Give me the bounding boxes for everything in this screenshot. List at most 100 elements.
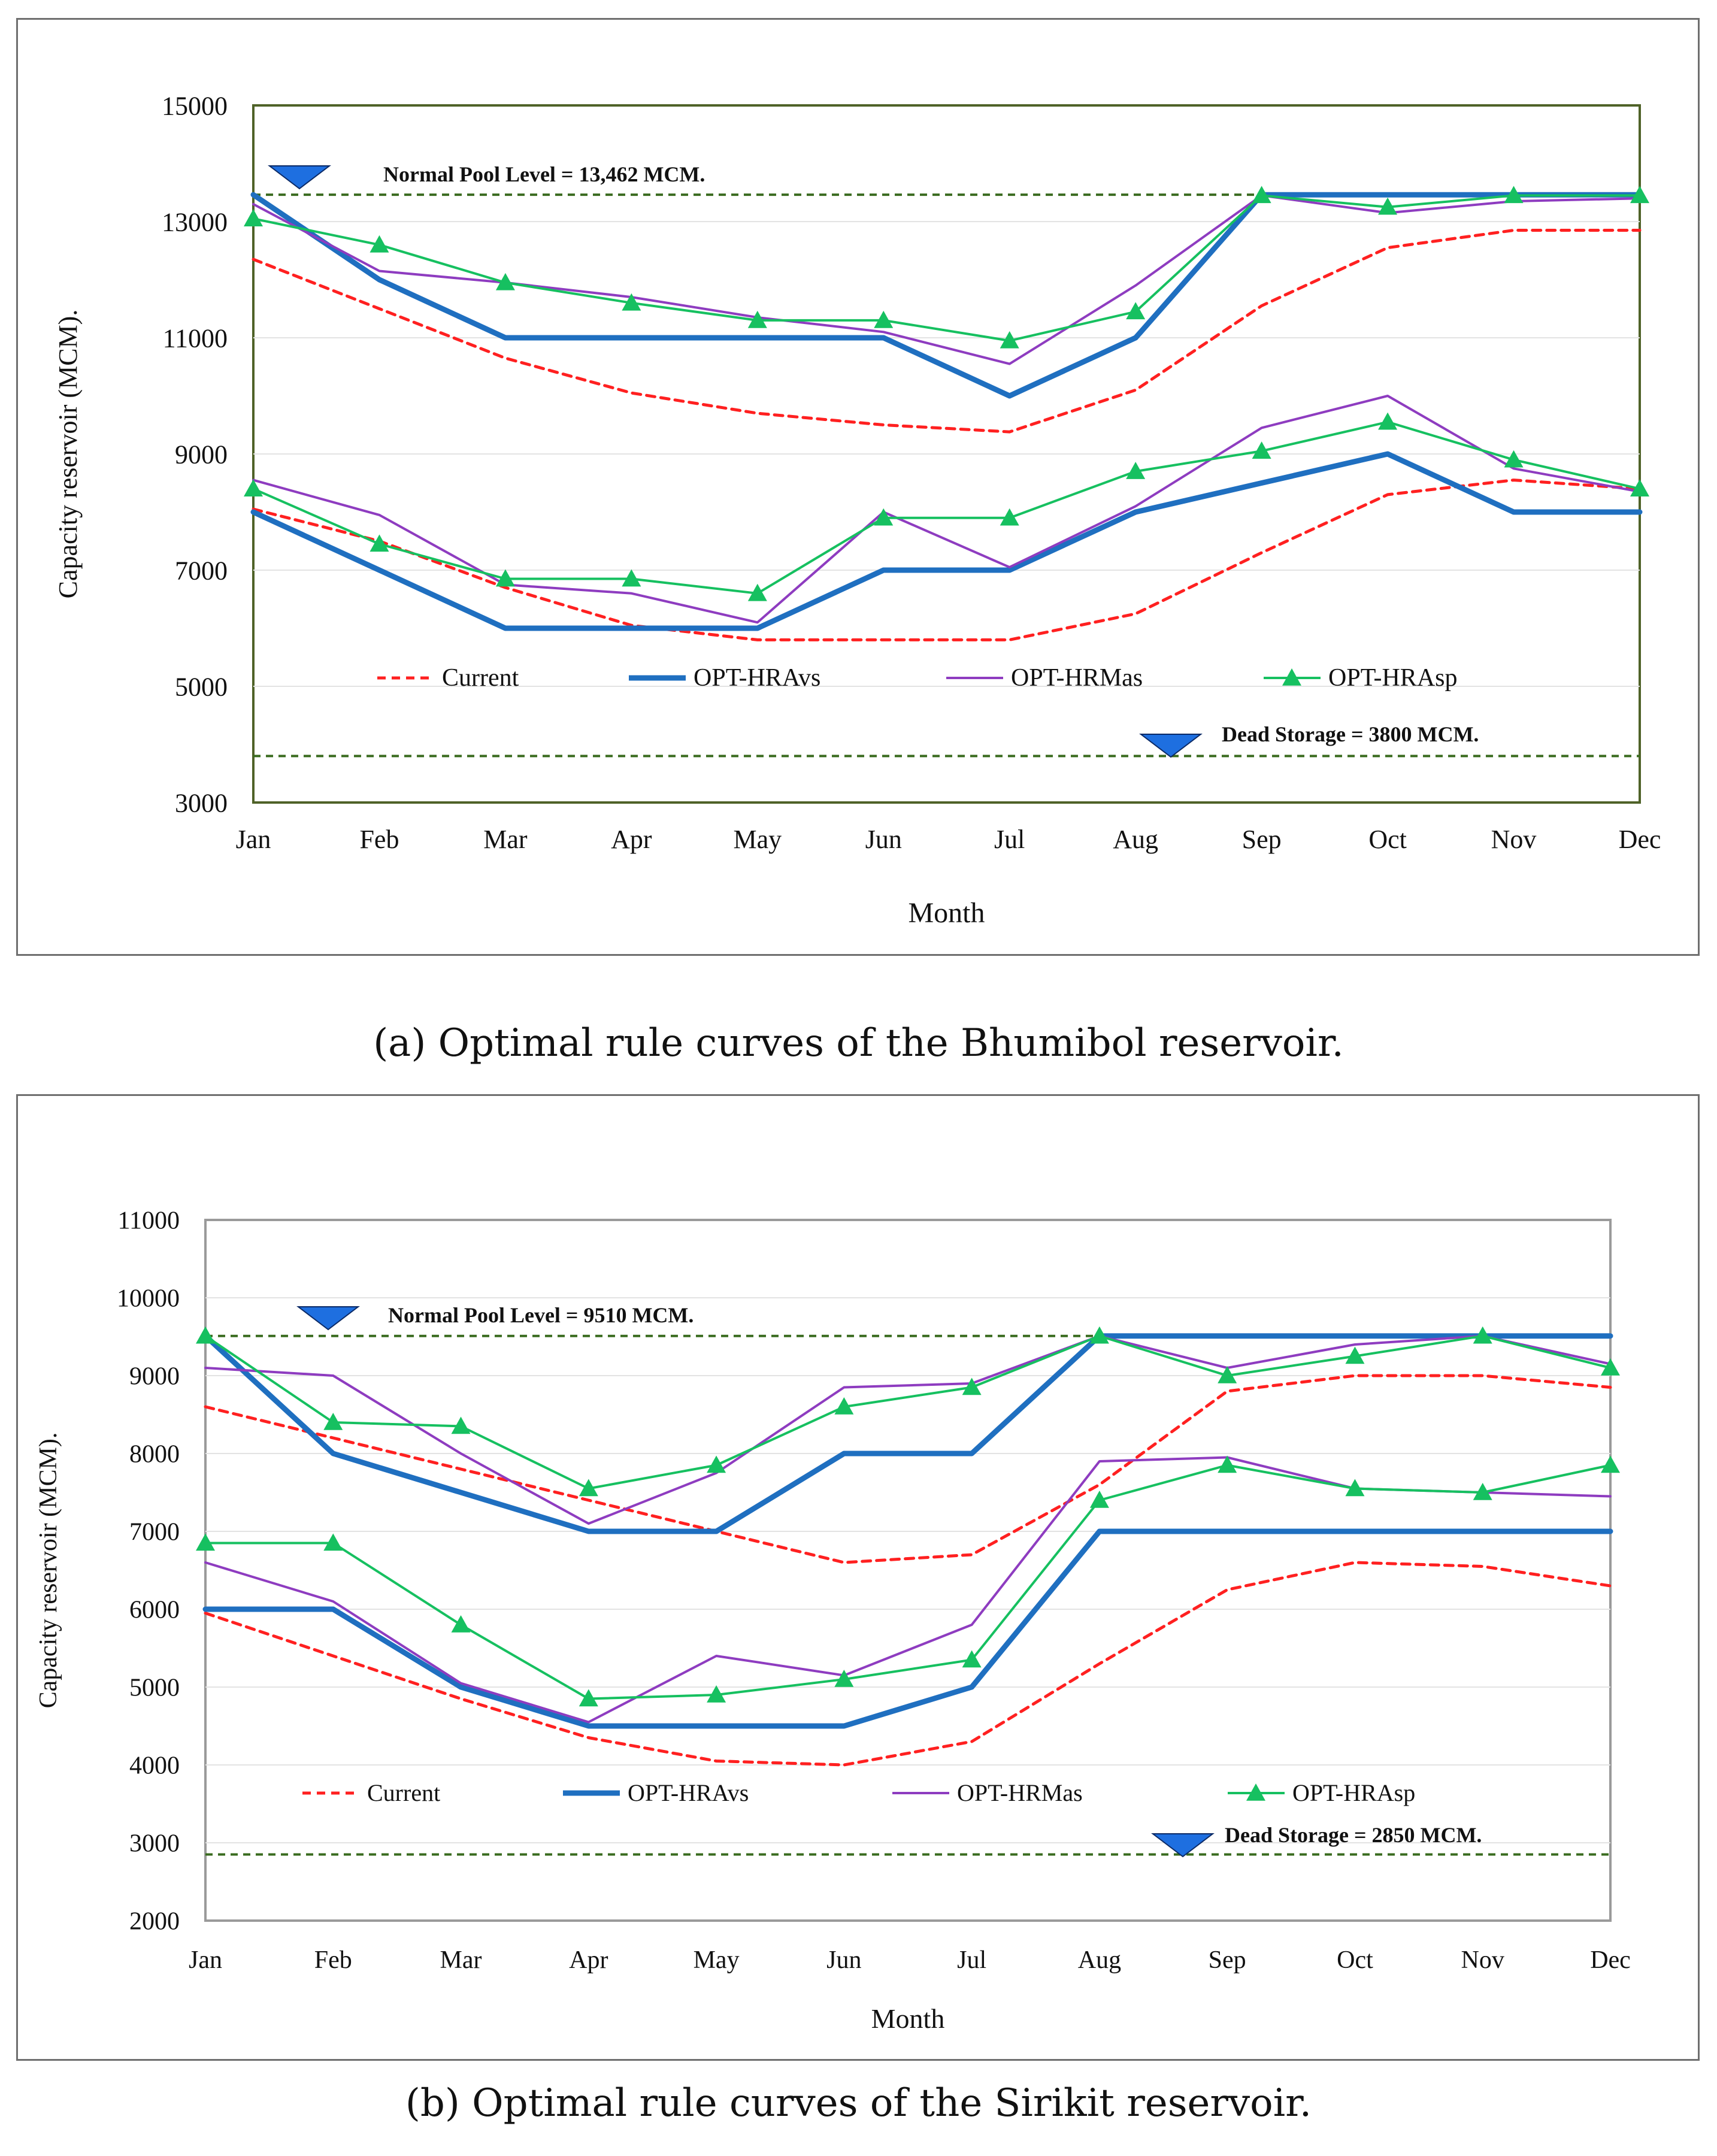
y-tick-label: 13000 [162, 207, 228, 237]
series-line-current-upper [204, 1374, 1612, 1564]
y-tick-label: 5000 [129, 1674, 180, 1702]
legend-marker-hrasp [1246, 1783, 1265, 1801]
y-tick-label: 4000 [129, 1752, 180, 1780]
x-tick-label: Feb [314, 1946, 352, 1974]
y-tick-label: 11000 [163, 323, 228, 353]
x-tick-label: Dec [1619, 825, 1661, 854]
y-tick-label: 15000 [162, 91, 228, 120]
data-point-hrasp-lower [495, 569, 515, 587]
series-line-current-upper [252, 229, 1642, 434]
data-point-hrasp-lower [1218, 1455, 1237, 1473]
x-tick-label: Jan [236, 825, 271, 854]
data-point-hrasp-upper [1504, 186, 1524, 204]
dead-storage-label: Dead Storage = 3800 MCM. [1222, 722, 1479, 746]
series-line-hravs-lower [202, 1528, 1613, 1729]
x-axis-title: Month [871, 2003, 945, 2034]
data-point-hrasp-lower [1504, 450, 1524, 468]
data-point-hrasp-lower [1000, 508, 1019, 526]
caption-sirikit: (b) Optimal rule curves of the Sirikit r… [405, 2081, 1312, 2125]
series-line-hrasp-lower [252, 420, 1641, 595]
data-point-hrasp-lower [1601, 1455, 1620, 1473]
data-point-hrasp-lower [962, 1650, 982, 1668]
series-line-hrasp-lower [204, 1464, 1612, 1700]
data-point-hrasp-upper [196, 1326, 215, 1344]
x-axis-title: Month [908, 897, 985, 929]
data-point-hrasp-lower [1378, 412, 1398, 430]
data-point-hrasp-upper [1089, 1326, 1109, 1344]
data-point-hrasp-lower [1089, 1491, 1109, 1508]
series-line-hravs-upper [250, 192, 1643, 399]
x-tick-label: Aug [1078, 1946, 1121, 1974]
data-point-hrasp-upper [747, 310, 767, 328]
data-point-hrasp-upper [244, 209, 263, 226]
series-line-current-lower [252, 479, 1642, 641]
data-point-hrasp-upper [962, 1377, 982, 1395]
data-point-hrasp-lower [451, 1615, 471, 1633]
y-tick-label: 7000 [129, 1519, 180, 1546]
series-line-hravs-upper [202, 1333, 1613, 1534]
y-axis-title: Capacity reservoir (MCM). [35, 1433, 62, 1709]
x-tick-label: Sep [1242, 825, 1282, 854]
x-tick-label: Nov [1461, 1946, 1504, 1974]
data-point-hrasp-upper [1000, 331, 1019, 349]
legend-label-hravs: OPT-HRAvs [694, 664, 820, 692]
legend-marker-hrasp [1282, 668, 1301, 686]
data-point-hrasp-lower [196, 1533, 215, 1551]
data-point-hrasp-upper [1630, 186, 1649, 204]
data-point-hrasp-lower [579, 1689, 598, 1707]
normal-pool-level-label: Normal Pool Level = 9510 MCM. [388, 1303, 694, 1327]
y-tick-label: 6000 [129, 1597, 180, 1624]
x-tick-label: Apr [569, 1946, 608, 1974]
y-tick-label: 8000 [129, 1441, 180, 1468]
data-point-hrasp-upper [874, 310, 894, 328]
data-point-hrasp-upper [707, 1455, 726, 1473]
dead-storage-label: Dead Storage = 2850 MCM. [1225, 1823, 1482, 1847]
x-tick-label: Jun [865, 825, 902, 854]
y-tick-label: 11000 [118, 1207, 180, 1235]
data-point-hrasp-upper [1126, 302, 1146, 320]
legend-label-hravs: OPT-HRAvs [628, 1779, 749, 1806]
x-tick-label: Mar [483, 825, 528, 854]
x-tick-label: Jan [189, 1946, 222, 1974]
x-tick-label: Jun [826, 1946, 861, 1974]
normal-pool-level-label: Normal Pool Level = 13,462 MCM. [383, 162, 705, 186]
data-point-hrasp-lower [622, 569, 641, 587]
y-tick-label: 9000 [175, 440, 228, 469]
y-axis-title: Capacity reservoir (MCM). [53, 310, 83, 599]
bhumibol-chart: 3000 5000 7000 9000 11000 13000 15000 Jan Feb Mar… [53, 91, 1661, 929]
data-point-hrasp-upper [1345, 1346, 1365, 1364]
y-tick-label: 7000 [175, 556, 228, 585]
series-line-hravs-lower [250, 451, 1643, 631]
x-tick-label: May [733, 825, 782, 854]
x-tick-label: Oct [1368, 825, 1407, 854]
data-point-hrasp-lower [1473, 1483, 1492, 1500]
y-tick-label: 3000 [129, 1830, 180, 1858]
data-point-hrasp-upper [1218, 1366, 1237, 1383]
legend-label-hrasp: OPT-HRAsp [1292, 1779, 1415, 1806]
data-point-hrasp-upper [622, 293, 641, 311]
normal-pool-level-marker-icon [268, 165, 331, 190]
data-point-hrasp-lower [244, 479, 263, 496]
dead-storage-marker-icon [1139, 734, 1203, 758]
data-point-hrasp-lower [707, 1685, 726, 1703]
series-line-hrasp-upper [252, 194, 1641, 342]
y-tick-label: 10000 [117, 1285, 180, 1313]
data-point-hrasp-upper [323, 1413, 343, 1430]
x-tick-label: Feb [359, 825, 399, 854]
series-line-current-lower [204, 1561, 1612, 1767]
data-point-hrasp-upper [495, 272, 515, 290]
data-point-hrasp-lower [874, 508, 894, 526]
x-tick-label: Dec [1590, 1946, 1631, 1974]
x-tick-label: Aug [1113, 825, 1158, 854]
x-tick-label: Oct [1337, 1946, 1373, 1974]
data-point-hrasp-upper [1378, 197, 1398, 215]
data-point-hrasp-lower [747, 583, 767, 601]
series-line-hrmas-upper [252, 194, 1641, 365]
legend-label-current: Current [367, 1779, 440, 1806]
x-tick-label: Apr [611, 825, 652, 854]
x-tick-label: May [694, 1946, 740, 1974]
series-line-hrasp-upper [204, 1334, 1612, 1490]
data-point-hrasp-lower [834, 1670, 854, 1687]
data-point-hrasp-lower [1252, 441, 1271, 459]
y-tick-label: 3000 [175, 788, 228, 817]
